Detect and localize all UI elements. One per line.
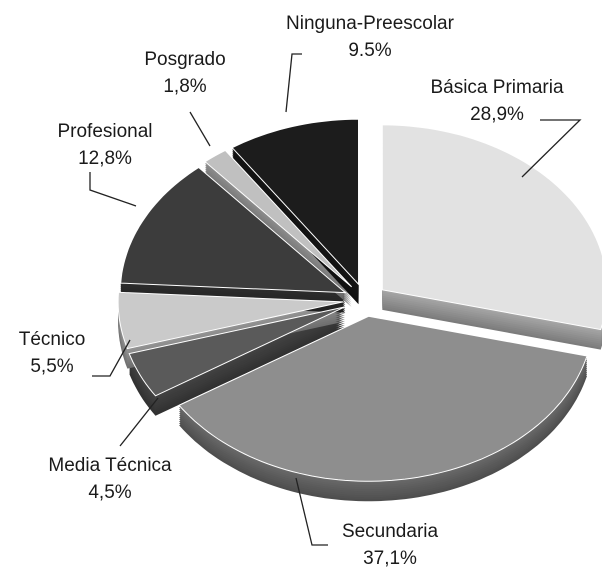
leader-line bbox=[189, 111, 211, 147]
slice bbox=[120, 166, 347, 294]
leader-line bbox=[285, 53, 302, 113]
slice-label: Profesional bbox=[57, 121, 152, 142]
slice bbox=[178, 315, 588, 482]
slice bbox=[231, 118, 360, 286]
slice-label: Técnico bbox=[19, 329, 86, 350]
slice-label: Media Técnica bbox=[48, 455, 172, 476]
slice-label: Posgrado bbox=[144, 49, 225, 70]
slice-value-label: 1,8% bbox=[163, 76, 206, 97]
slice-value-label: 4,5% bbox=[88, 482, 131, 503]
slice bbox=[117, 291, 344, 350]
leader-line bbox=[521, 119, 582, 178]
slice bbox=[381, 124, 602, 331]
slice bbox=[128, 306, 346, 397]
slice-value-label: 12,8% bbox=[78, 148, 132, 169]
slice-label: Secundaria bbox=[342, 521, 439, 542]
slice-value-label: 5,5% bbox=[30, 356, 73, 377]
slice bbox=[204, 149, 353, 288]
leader-line bbox=[119, 397, 159, 447]
slice-value-label: 37,1% bbox=[363, 548, 417, 569]
leader-line bbox=[89, 172, 137, 207]
slice-value-label: 9.5% bbox=[348, 40, 391, 61]
slice-label: Ninguna-Preescolar bbox=[286, 13, 455, 34]
leader-line bbox=[92, 339, 131, 377]
leader-line bbox=[295, 477, 328, 546]
slice-value-label: 28,9% bbox=[470, 104, 524, 125]
slice-label: Básica Primaria bbox=[430, 77, 563, 98]
